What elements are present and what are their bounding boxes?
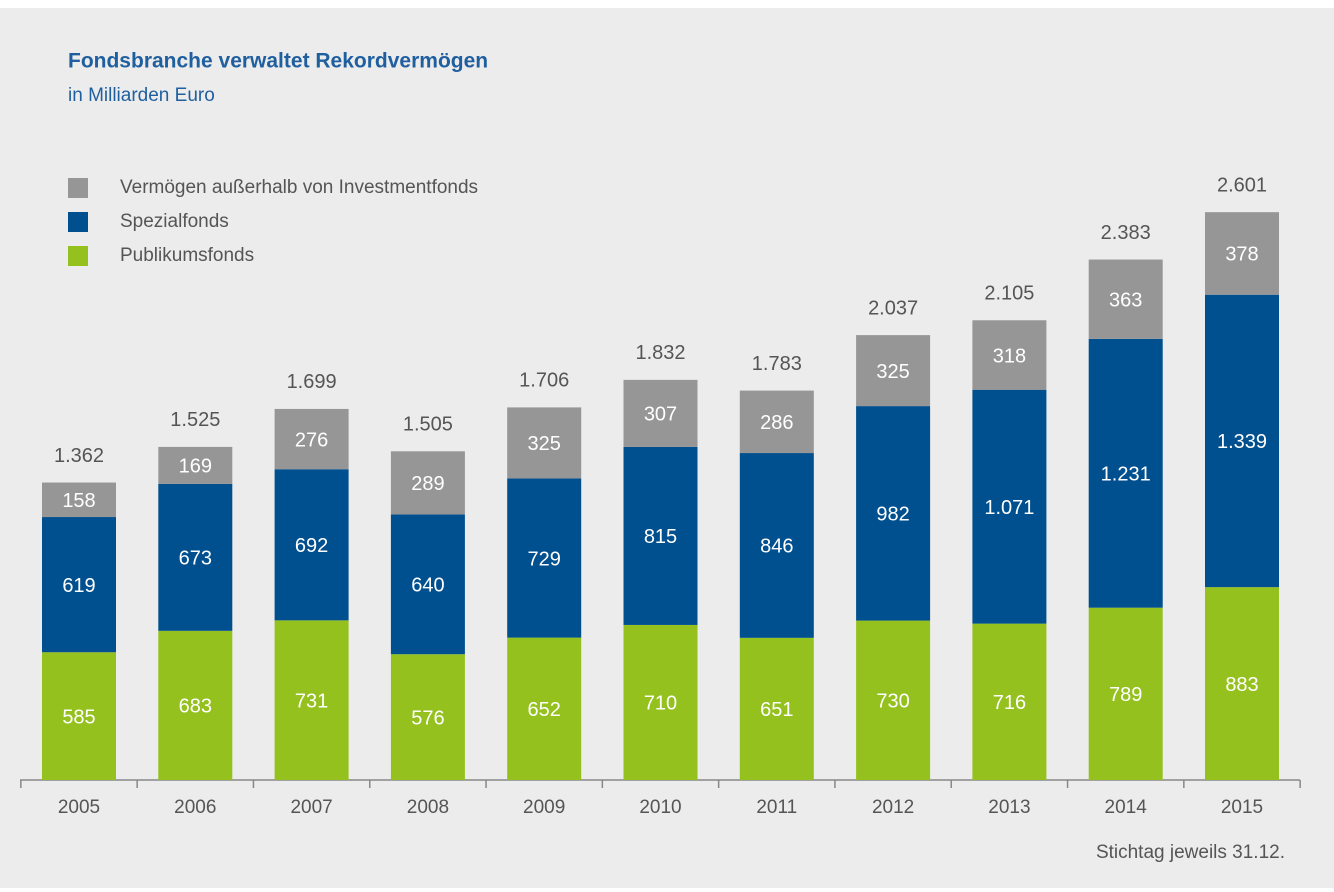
data-label: 640 <box>411 575 444 597</box>
legend-swatch <box>68 178 88 198</box>
bar-segment <box>42 652 116 780</box>
bar-segment <box>856 620 931 780</box>
bar-segment <box>972 623 1047 780</box>
x-tick-label: 2008 <box>407 797 449 818</box>
legend-label: Spezialfonds <box>120 211 229 232</box>
data-label: 325 <box>876 361 909 383</box>
data-label: 363 <box>1109 289 1142 311</box>
bar-segment <box>739 453 814 638</box>
x-tick-label: 2006 <box>174 797 216 818</box>
bar-segment <box>158 446 233 484</box>
bar-segment <box>507 478 582 638</box>
x-tick-label: 2010 <box>639 797 681 818</box>
total-label: 2.105 <box>984 283 1034 305</box>
data-label: 673 <box>179 548 212 570</box>
bar-segment <box>739 390 814 454</box>
data-label: 982 <box>876 504 909 526</box>
bar-segment <box>1088 259 1163 339</box>
bar-segment <box>507 407 582 479</box>
chart-subtitle: in Milliarden Euro <box>68 85 215 106</box>
bar-segment <box>972 389 1047 624</box>
bar-segment <box>1205 212 1279 295</box>
data-label: 585 <box>62 706 95 728</box>
x-tick-label: 2012 <box>872 797 914 818</box>
data-label: 378 <box>1225 244 1258 266</box>
x-tick-label: 2015 <box>1221 797 1263 818</box>
data-label: 652 <box>528 699 561 721</box>
data-label: 307 <box>644 404 677 426</box>
data-label: 692 <box>295 535 328 557</box>
bar-segment <box>623 446 698 625</box>
data-label: 289 <box>411 473 444 495</box>
legend-label: Publikumsfonds <box>120 245 254 266</box>
data-label: 1.071 <box>984 497 1034 519</box>
chart-title: Fondsbranche verwaltet Rekordvermögen <box>68 50 488 73</box>
data-label: 716 <box>993 692 1026 714</box>
data-label: 286 <box>760 412 793 434</box>
bar-segment <box>856 406 931 621</box>
data-label: 1.339 <box>1217 431 1267 453</box>
bar-segment <box>390 451 465 515</box>
total-label: 1.362 <box>54 445 104 467</box>
data-label: 276 <box>295 429 328 451</box>
bar-segment <box>42 482 116 518</box>
data-label: 1.231 <box>1101 464 1151 486</box>
data-label: 651 <box>760 699 793 721</box>
data-label: 710 <box>644 693 677 715</box>
total-label: 1.699 <box>287 371 337 393</box>
data-label: 846 <box>760 536 793 558</box>
legend-swatch <box>68 246 88 266</box>
data-label: 729 <box>528 548 561 570</box>
bar-segment <box>739 637 814 780</box>
bar-segment <box>274 469 349 621</box>
legend-label: Vermögen außerhalb von Investmentfonds <box>120 177 478 198</box>
total-label: 1.525 <box>170 409 220 431</box>
data-label: 158 <box>62 490 95 512</box>
data-label: 731 <box>295 690 328 712</box>
total-label: 2.037 <box>868 297 918 319</box>
data-label: 883 <box>1225 674 1258 696</box>
x-tick-label: 2007 <box>290 797 332 818</box>
data-label: 789 <box>1109 684 1142 706</box>
bar-segment <box>42 517 116 653</box>
x-tick-label: 2009 <box>523 797 565 818</box>
bar-segment <box>158 483 233 631</box>
x-tick-label: 2014 <box>1105 797 1148 818</box>
data-label: 325 <box>528 433 561 455</box>
total-label: 1.783 <box>752 353 802 375</box>
x-tick-label: 2011 <box>756 797 797 818</box>
bar-segment <box>1205 587 1279 780</box>
bar-segment <box>1088 338 1163 608</box>
footnote: Stichtag jeweils 31.12. <box>1096 842 1285 863</box>
total-label: 1.505 <box>403 414 453 436</box>
bar-segment <box>274 408 349 470</box>
x-tick-label: 2005 <box>58 797 100 818</box>
bar-segment <box>623 379 698 447</box>
bar-segment <box>972 320 1047 390</box>
data-label: 169 <box>179 456 212 478</box>
data-label: 619 <box>62 575 95 597</box>
bar-segment <box>274 620 349 780</box>
legend-swatch <box>68 212 88 232</box>
total-label: 1.832 <box>635 342 685 364</box>
data-label: 730 <box>876 691 909 713</box>
total-label: 1.706 <box>519 370 569 392</box>
data-label: 318 <box>993 345 1026 367</box>
data-label: 683 <box>179 696 212 718</box>
bar-segment <box>158 630 233 780</box>
bar-segment <box>390 654 465 780</box>
bar-segment <box>623 624 698 780</box>
bar-segment <box>1205 294 1279 588</box>
x-tick-label: 2013 <box>988 797 1030 818</box>
data-label: 815 <box>644 526 677 548</box>
bar-segment <box>390 514 465 655</box>
total-label: 2.383 <box>1101 222 1151 244</box>
bar-segment <box>1088 607 1163 780</box>
bar-segment <box>507 637 582 780</box>
bar-segment <box>856 335 931 407</box>
data-label: 576 <box>411 707 444 729</box>
total-label: 2.601 <box>1217 174 1267 196</box>
